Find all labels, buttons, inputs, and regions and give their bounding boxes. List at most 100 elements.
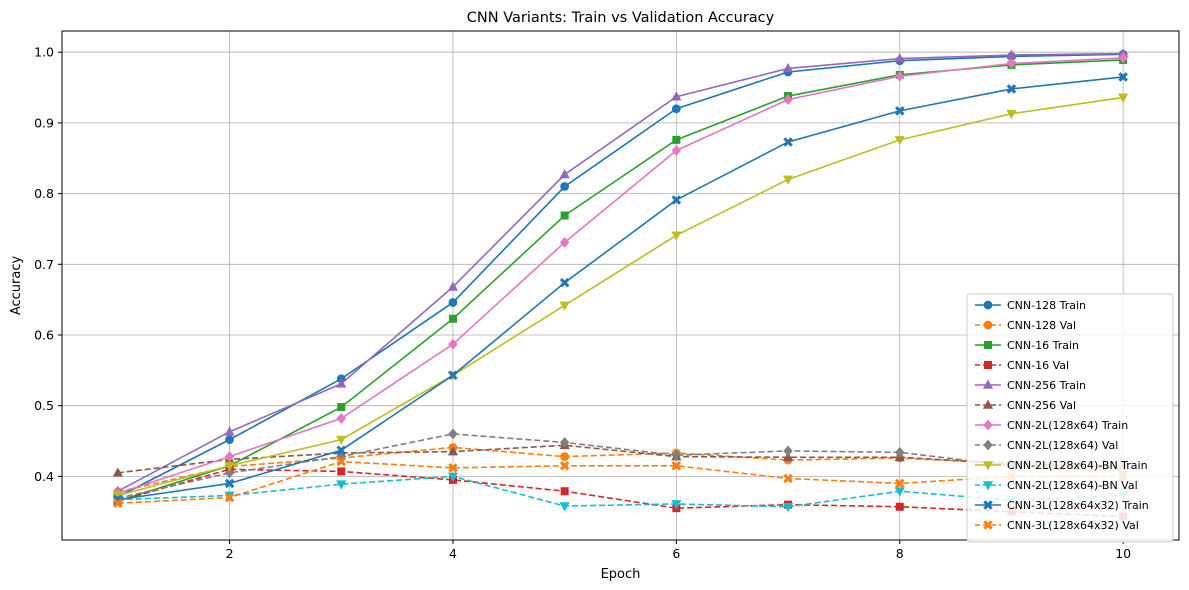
data-point <box>671 449 682 461</box>
data-point <box>559 169 570 179</box>
data-point <box>224 426 235 436</box>
data-point <box>447 281 459 291</box>
series-line <box>117 96 1124 497</box>
data-point <box>559 236 570 248</box>
legend-label: CNN-256 Val <box>1007 399 1076 412</box>
legend-marker <box>983 439 993 451</box>
y-tick-label: 1.0 <box>34 45 54 60</box>
series-line <box>117 76 1124 501</box>
data-point <box>671 195 682 205</box>
data-point <box>224 461 235 472</box>
data-point <box>1006 109 1017 120</box>
data-point <box>894 478 905 489</box>
data-point <box>783 137 793 147</box>
data-point <box>224 492 235 503</box>
data-point <box>1118 72 1128 82</box>
legend-label: CNN-16 Train <box>1007 339 1079 352</box>
data-point <box>336 456 347 467</box>
legend-marker <box>983 500 993 510</box>
legend-item: CNN-16 Train <box>975 339 1079 352</box>
series-line <box>117 57 1124 495</box>
legend-item: CNN-128 Train <box>975 299 1086 312</box>
legend-marker <box>983 320 993 330</box>
legend-marker <box>984 340 993 349</box>
data-point <box>224 467 235 479</box>
data-point <box>1006 58 1017 69</box>
data-point <box>560 452 570 461</box>
axis-ticks: 2 4 6 8 10 0.4 0.5 0.6 0.7 0.8 0.9 1.0 <box>34 45 1131 561</box>
series-line <box>117 433 1124 500</box>
legend-marker <box>982 399 994 409</box>
data-point <box>447 446 459 456</box>
y-axis-label: Accuracy <box>9 256 24 316</box>
legend-marker <box>982 379 994 389</box>
data-point <box>782 63 794 73</box>
data-point <box>783 473 793 484</box>
plot-frame <box>61 30 1180 541</box>
legend-item: CNN-2L(128x64)-BN Val <box>975 479 1138 492</box>
legend-item: CNN-3L(128x64x32) Train <box>975 499 1149 512</box>
data-point <box>672 135 681 144</box>
data-point <box>1118 52 1128 64</box>
legend-label: CNN-3L(128x64x32) Train <box>1007 499 1149 512</box>
data-point <box>783 94 793 105</box>
y-tick-label: 0.9 <box>34 115 54 130</box>
data-point <box>894 487 905 497</box>
chart-title: CNN Variants: Train vs Validation Accura… <box>467 10 775 26</box>
y-tick-label: 0.8 <box>34 186 54 201</box>
series-lines <box>112 48 1129 521</box>
series-line <box>117 444 1124 474</box>
series-4 <box>112 48 1129 496</box>
data-point <box>895 446 905 458</box>
y-tick-label: 0.6 <box>34 327 54 342</box>
data-point <box>783 445 793 457</box>
legend-marker <box>983 520 993 530</box>
legend-marker <box>984 360 993 369</box>
legend-label: CNN-2L(128x64)-BN Train <box>1007 459 1148 472</box>
legend-marker <box>983 419 993 431</box>
legend-item: CNN-2L(128x64) Val <box>975 439 1118 452</box>
legend-item: CNN-16 Val <box>975 359 1069 372</box>
data-point <box>560 487 569 496</box>
series-line <box>117 53 1124 498</box>
legend-item: CNN-128 Val <box>975 319 1076 332</box>
series-10 <box>113 72 1128 505</box>
legend-label: CNN-2L(128x64) Val <box>1007 439 1118 452</box>
series-6 <box>113 52 1128 499</box>
legend-label: CNN-3L(128x64x32) Val <box>1007 519 1139 532</box>
data-point <box>336 378 347 388</box>
data-point <box>895 502 904 511</box>
data-point <box>225 435 234 445</box>
series-line <box>117 475 1124 508</box>
data-point <box>112 467 123 477</box>
data-point <box>559 437 570 448</box>
y-tick-label: 0.5 <box>34 398 54 413</box>
data-point <box>448 314 457 323</box>
data-point <box>559 502 570 512</box>
data-point <box>1118 93 1129 103</box>
data-point <box>224 478 235 489</box>
legend-label: CNN-128 Train <box>1007 299 1086 312</box>
data-point <box>336 435 347 446</box>
x-tick-label: 10 <box>1115 546 1131 561</box>
x-axis-label: Epoch <box>601 567 641 582</box>
data-point <box>894 106 905 116</box>
data-point <box>336 445 347 455</box>
data-point <box>559 277 570 288</box>
data-point <box>671 500 682 510</box>
data-point <box>448 428 458 440</box>
legend-item: CNN-2L(128x64)-BN Train <box>975 459 1148 472</box>
data-point <box>337 403 346 412</box>
data-point <box>671 461 682 471</box>
legend-label: CNN-16 Val <box>1007 359 1069 372</box>
data-point <box>448 298 458 307</box>
data-point <box>671 91 682 101</box>
legend-label: CNN-256 Train <box>1007 379 1086 392</box>
legend-label: CNN-128 Val <box>1007 319 1076 332</box>
data-point <box>1006 84 1017 94</box>
data-point <box>560 182 570 191</box>
data-point <box>560 211 569 220</box>
data-point <box>895 70 905 82</box>
x-tick-label: 6 <box>672 546 680 561</box>
